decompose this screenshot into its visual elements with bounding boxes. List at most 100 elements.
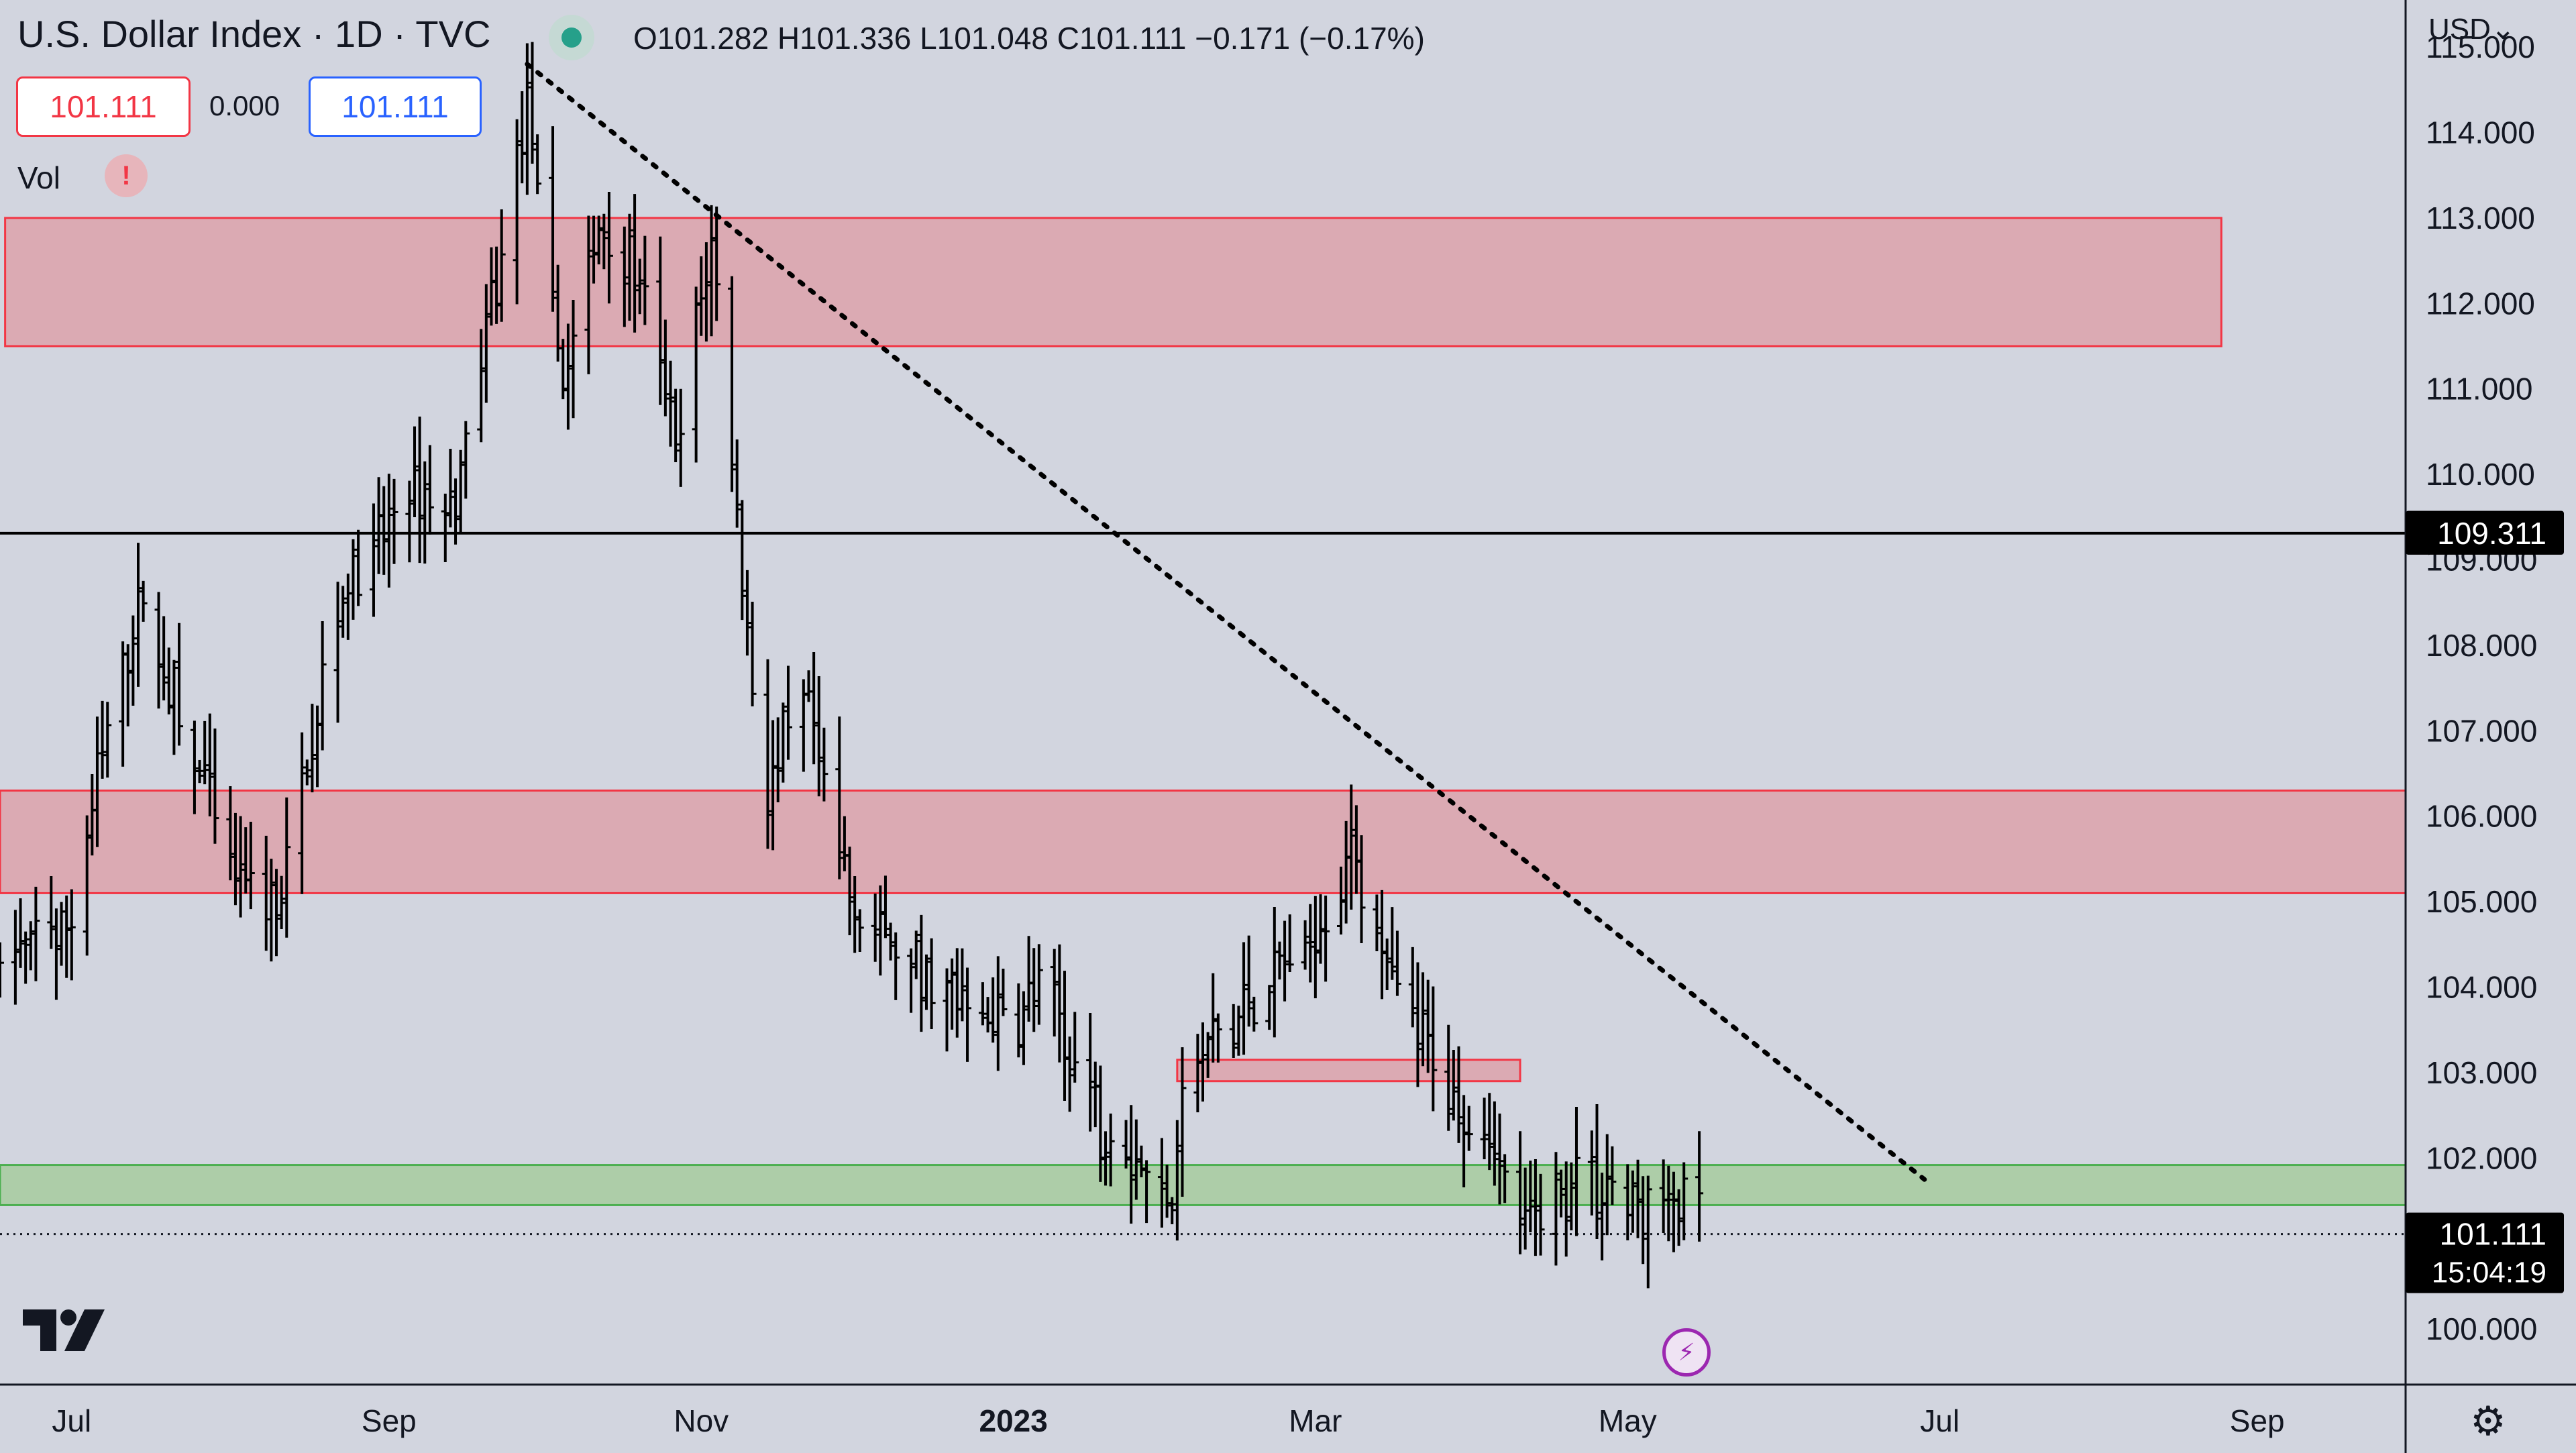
ohlc-bar [635, 258, 644, 315]
volume-indicator-label[interactable]: Vol [17, 160, 60, 195]
ohlc-bar [1449, 1050, 1458, 1121]
price-label-value: 101.111 [2440, 1217, 2546, 1252]
ohlc-bar [425, 445, 434, 535]
ohlc-bar [728, 276, 737, 492]
ohlc-bar [160, 616, 168, 701]
ohlc-bar [1311, 896, 1320, 999]
ohlc-bar [103, 702, 112, 778]
ohlc-bar [953, 948, 961, 1038]
time-tick-label: Jul [52, 1403, 91, 1438]
ohlc-bar [1680, 1162, 1688, 1240]
ohlc-bar [1285, 914, 1294, 973]
ohlc-bar [405, 480, 414, 563]
ohlc-bar [1168, 1197, 1177, 1224]
ohlc-bar [83, 815, 91, 956]
ohlc-bar [1142, 1160, 1151, 1224]
ohlc-bar [1531, 1159, 1540, 1256]
ohlc-bar [523, 43, 531, 195]
buy-price-button[interactable]: 101.111 [309, 76, 482, 137]
ohlc-bar [1127, 1105, 1136, 1224]
ohlc-bar [989, 977, 998, 1043]
price-tick-label: 102.000 [2426, 1140, 2537, 1175]
price-tick-label: 100.000 [2426, 1311, 2537, 1346]
ohlc-bar [1034, 944, 1043, 1025]
ohlc-bar [1306, 904, 1315, 983]
price-label: 109.311 [2406, 511, 2564, 555]
ohlc-bar [528, 42, 537, 164]
ohlc-bar [98, 700, 107, 779]
alert-icon[interactable]: ! [105, 154, 148, 197]
ohlc-bar [26, 921, 35, 971]
ohlc-bar [855, 909, 864, 952]
ohlc-bar [1122, 1120, 1130, 1169]
ohlc-bar [1209, 973, 1218, 1063]
price-label-bg [2406, 1212, 2564, 1293]
zones-layer [0, 217, 2407, 1206]
ohlc-bar [1460, 1095, 1468, 1187]
ohlc-bar [1644, 1175, 1652, 1289]
ohlc-bar [462, 421, 470, 499]
ohlc-bar [1091, 1061, 1099, 1128]
ohlc-bar [62, 896, 71, 978]
ohlc-bar [333, 582, 342, 723]
ohlc-bar [226, 786, 235, 881]
ohlc-bar [1096, 1065, 1105, 1182]
ohlc-bar [1485, 1093, 1494, 1171]
ohlc-bar [738, 500, 747, 621]
ohlc-bar [374, 477, 383, 574]
ohlc-bar [999, 968, 1008, 1016]
ohlc-bar [1695, 1131, 1704, 1242]
ohlc-bar [1669, 1171, 1678, 1252]
sell-price-button[interactable]: 101.111 [16, 76, 191, 137]
ohlc-bar [195, 759, 204, 784]
ohlc-bar [1270, 906, 1279, 1038]
ohlc-bar [298, 732, 307, 894]
ohlc-bar [559, 339, 568, 400]
ohlc-bar [1244, 935, 1253, 1027]
ohlc-bar [1608, 1146, 1617, 1205]
ohlc-bar [411, 426, 419, 517]
ohlc-bar [190, 720, 199, 814]
ohlc-bar [1572, 1106, 1580, 1236]
ohlc-bar [1598, 1173, 1607, 1260]
gear-icon[interactable]: ⚙ [2470, 1399, 2506, 1444]
ohlc-bar [1593, 1104, 1601, 1239]
ohlc-bar [820, 727, 828, 802]
ohlc-bar [123, 644, 132, 726]
ohlc-bar [1132, 1119, 1140, 1200]
ohlc-bar [917, 914, 926, 1032]
ohlc-bar [1193, 1034, 1202, 1113]
ohlc-bar [415, 416, 424, 563]
price-tick-label: 110.000 [2426, 457, 2535, 492]
ohlc-bar [1275, 941, 1284, 980]
price-tick-label: 108.000 [2426, 628, 2537, 663]
ohlc-bar [246, 822, 255, 910]
tradingview-logo-icon[interactable] [20, 1307, 107, 1357]
ohlc-bar [1373, 894, 1381, 951]
ohlc-bar [814, 676, 823, 797]
ohlc-bar [1014, 983, 1023, 1058]
ohlc-bar [963, 967, 972, 1062]
ohlc-bar [978, 982, 987, 1026]
ohlc-bar [1060, 971, 1069, 1101]
currency-selector[interactable]: USD⌄ [2428, 13, 2516, 46]
ohlc-bar [308, 704, 317, 793]
ohlc-bar [67, 889, 76, 981]
ohlc-bar [666, 360, 675, 447]
ohlc-bar [804, 670, 813, 702]
lightning-icon[interactable] [1662, 1328, 1711, 1377]
ohlc-bar [922, 954, 930, 1010]
bars-layer [0, 42, 1704, 1289]
symbol-title[interactable]: U.S. Dollar Index · 1D · TVC [17, 13, 491, 55]
ohlc-bar [707, 205, 716, 337]
ohlc-bar [231, 812, 239, 906]
ohlc-bar [1424, 979, 1432, 1073]
ohlc-bar [441, 493, 449, 562]
ohlc-bar [1086, 1013, 1095, 1132]
ohlc-bar [1214, 1013, 1222, 1063]
ohlc-bar [518, 91, 527, 184]
ohlc-bar [303, 759, 311, 786]
